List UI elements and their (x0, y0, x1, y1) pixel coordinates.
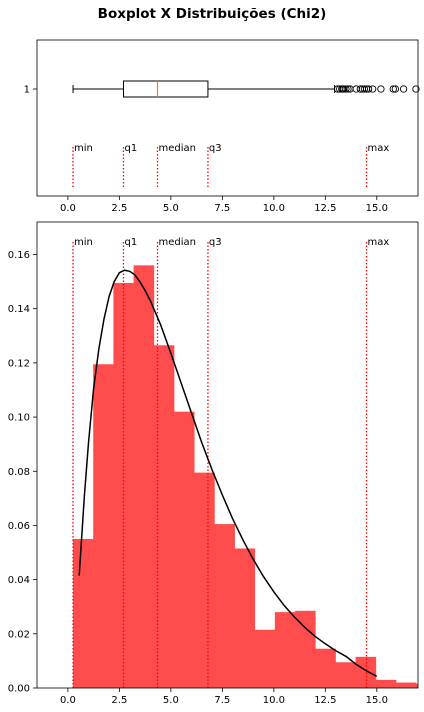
histogram-frame (36, 221, 419, 689)
boxplot-annotation-label: min (74, 143, 93, 154)
histogram-bar (73, 538, 94, 688)
boxplot-annotation-label: median (158, 143, 196, 154)
boxplot-frame (36, 39, 419, 197)
histogram-annotation-label: median (158, 237, 196, 248)
histogram-bar (395, 682, 417, 688)
boxplot-x-tick-label: 10.0 (263, 203, 285, 214)
histogram-y-tick-label: 0.06 (8, 521, 30, 532)
boxplot-x-tick-label: 12.5 (314, 203, 336, 214)
boxplot-x-tick-label: 0.0 (60, 203, 76, 214)
boxplot-outlier-point (342, 85, 350, 93)
histogram-bar (113, 282, 134, 688)
histogram-bar (375, 679, 397, 688)
boxplot-x-tick-label: 7.5 (214, 203, 230, 214)
boxplot-outlier-point (389, 85, 397, 93)
boxplot-annotation-label: q3 (209, 143, 222, 154)
histogram-x-tick-label: 15.0 (366, 695, 388, 706)
boxplot-x-tick-label: 5.0 (163, 203, 179, 214)
boxplot-outlier-point (344, 85, 352, 93)
histogram-y-tick-label: 0.12 (8, 358, 30, 369)
boxplot-outlier-point (377, 85, 385, 93)
histogram-bar (133, 265, 155, 688)
boxplot-x-tick-label: 15.0 (366, 203, 388, 214)
histogram-x-tick-label: 5.0 (163, 695, 179, 706)
boxplot-outlier-point (399, 85, 408, 93)
histogram-bars-group (73, 265, 418, 688)
boxplot-plot-area (37, 40, 418, 196)
histogram-y-tick-label: 0.10 (8, 413, 30, 424)
density-curve (78, 269, 378, 678)
boxplot-outlier-point (364, 85, 373, 93)
histogram-x-tick-label: 7.5 (214, 695, 230, 706)
histogram-y-tick-label: 0.02 (8, 629, 30, 640)
boxplot-outlier-point (360, 85, 369, 93)
boxplot-outlier-point (412, 85, 420, 93)
boxplot-x-tick-label: 2.5 (111, 203, 127, 214)
histogram-y-tick-label: 0.16 (8, 250, 30, 261)
histogram-annotation-label: q3 (209, 237, 222, 248)
histogram-bar (194, 472, 215, 688)
histogram-x-tick-label: 0.0 (60, 695, 76, 706)
histogram-annotation-label: max (368, 237, 390, 248)
histogram-bar (153, 345, 175, 688)
histogram-bar (93, 364, 114, 688)
histogram-bar (274, 612, 296, 688)
histogram-annotation-label: q1 (124, 237, 137, 248)
histogram-y-tick-label: 0.08 (8, 467, 30, 478)
histogram-annotation-label: min (74, 237, 93, 248)
boxplot-annotation-label: max (368, 143, 390, 154)
boxplot-y-tick-label: 1 (24, 85, 30, 96)
histogram-bar (254, 629, 276, 688)
histogram-x-tick-label: 10.0 (263, 695, 285, 706)
histogram-y-tick-label: 0.00 (8, 684, 30, 695)
histogram-x-tick-label: 12.5 (314, 695, 336, 706)
histogram-y-tick-label: 0.04 (8, 575, 30, 586)
histogram-bar (295, 610, 316, 688)
histogram-bar (214, 524, 235, 688)
histogram-bar (315, 648, 336, 688)
histogram-bar (416, 683, 418, 688)
histogram-x-tick-label: 2.5 (111, 695, 127, 706)
histogram-bar (234, 548, 256, 688)
boxplot-box (122, 80, 209, 98)
boxplot-outlier-point (391, 85, 399, 93)
boxplot-outlier-point (369, 85, 377, 93)
histogram-bar (335, 662, 356, 688)
histogram-bar (355, 656, 377, 688)
histogram-bar (173, 411, 195, 688)
boxplot-annotation-label: q1 (124, 143, 137, 154)
figure-title: Boxplot X Distribuições (Chi2) (97, 6, 327, 22)
histogram-y-tick-label: 0.14 (8, 304, 30, 315)
